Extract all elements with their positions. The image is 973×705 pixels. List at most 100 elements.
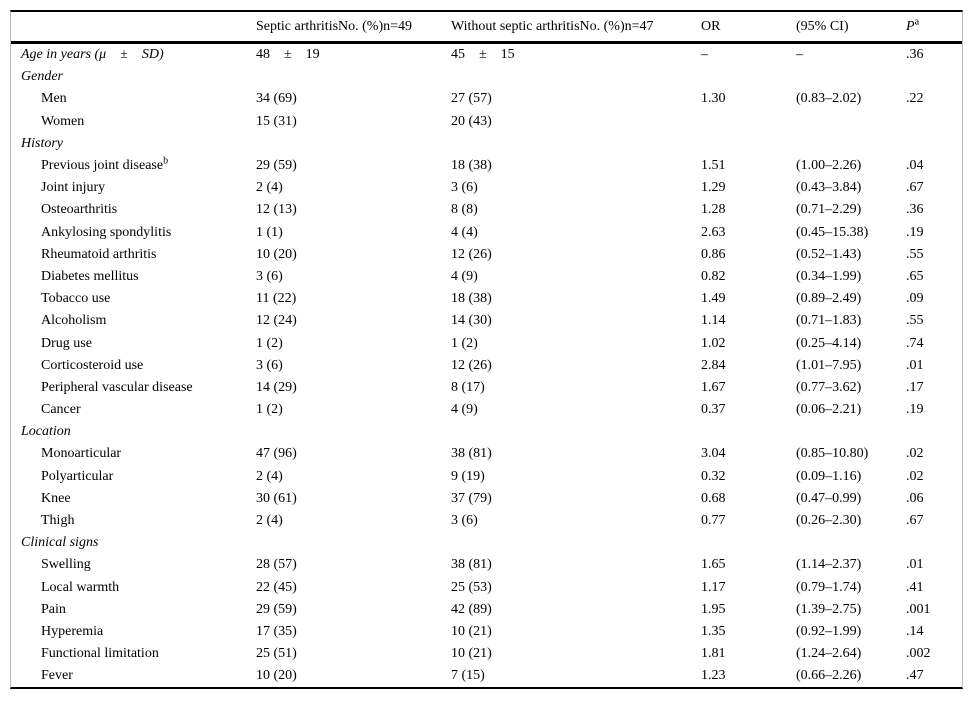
row-label-text: Thigh bbox=[41, 513, 75, 529]
row-label: Alcoholism bbox=[11, 314, 256, 328]
cell-p-value: .09 bbox=[906, 291, 924, 307]
cell-without-septic-value: 12 (26) bbox=[451, 246, 492, 262]
table-row: Clinical signs bbox=[11, 532, 962, 554]
cell-p-value: .02 bbox=[906, 468, 924, 484]
table-row: Functional limitation 25 (51) 10 (21) 1.… bbox=[11, 643, 962, 665]
cell-without-septic-value: 42 (89) bbox=[451, 601, 492, 617]
cell-septic-value: 28 (57) bbox=[256, 557, 297, 573]
row-label-text: Men bbox=[41, 91, 67, 107]
cell-p-value: .001 bbox=[906, 601, 931, 617]
table-row: Age in years (μ ± SD) 48 ± 19 45 ± 15 – … bbox=[11, 44, 962, 66]
row-label-text: Ankylosing spondylitis bbox=[41, 224, 172, 240]
row-label: Cancer bbox=[11, 403, 256, 417]
cell-p-value: .06 bbox=[906, 490, 924, 506]
cell-without-septic-value: 45 ± 15 bbox=[451, 47, 515, 63]
row-label: Corticosteroid use bbox=[11, 358, 256, 373]
table-row: Joint injury 2 (4) 3 (6) 1.29 (0.43–3.84… bbox=[11, 177, 962, 199]
table-row: Monoarticular 47 (96) 38 (81) 3.04 (0.85… bbox=[11, 443, 962, 465]
cell-septic-value: 29 (59) bbox=[256, 158, 297, 174]
table-row: Knee 30 (61) 37 (79) 0.68 (0.47–0.99) .0… bbox=[11, 488, 962, 510]
cell-ci-value: (0.45–15.38) bbox=[796, 224, 869, 240]
cell-septic-value: 10 (20) bbox=[256, 668, 297, 684]
cell-septic-value: 1 (1) bbox=[256, 224, 283, 240]
cell-septic-value: 34 (69) bbox=[256, 91, 297, 107]
cell-p-value: .41 bbox=[906, 579, 924, 595]
table-row: Polyarticular 2 (4) 9 (19) 0.32 (0.09–1.… bbox=[11, 466, 962, 488]
row-label: Polyarticular bbox=[11, 468, 256, 484]
cell-without-septic-value: 3 (6) bbox=[451, 513, 478, 529]
cell-or-value: 0.68 bbox=[701, 490, 726, 506]
header-p-value: Pa bbox=[906, 16, 962, 34]
cell-p-value: .19 bbox=[906, 402, 924, 418]
row-label-text: Polyarticular bbox=[41, 468, 114, 484]
cell-p-value: .002 bbox=[906, 646, 931, 662]
cell-p-value: .22 bbox=[906, 91, 924, 107]
cell-ci-value: (0.25–4.14) bbox=[796, 335, 862, 351]
cell-or-value: 1.28 bbox=[701, 202, 726, 218]
cell-septic-value: 14 (29) bbox=[256, 379, 297, 395]
row-label: Ankylosing spondylitis bbox=[11, 224, 256, 240]
cell-ci-value: (0.79–1.74) bbox=[796, 579, 862, 595]
cell-p-value: .55 bbox=[906, 246, 924, 262]
cell-p-value: .14 bbox=[906, 623, 924, 639]
table-row: Ankylosing spondylitis 1 (1) 4 (4) 2.63 … bbox=[11, 222, 962, 244]
table-row: Cancer 1 (2) 4 (9) 0.37 (0.06–2.21) .19 bbox=[11, 399, 962, 421]
row-label-text: Tobacco use bbox=[41, 291, 111, 307]
row-label: Diabetes mellitus bbox=[11, 269, 256, 284]
cell-without-septic-value: 18 (38) bbox=[451, 158, 492, 174]
cell-p-value: .04 bbox=[906, 158, 924, 174]
cell-ci-value: (0.26–2.30) bbox=[796, 513, 862, 529]
table-row: Thigh 2 (4) 3 (6) 0.77 (0.26–2.30) .67 bbox=[11, 510, 962, 532]
row-label-text: Age in years (μ ± SD) bbox=[21, 47, 164, 63]
row-label-text: Local warmth bbox=[41, 579, 120, 595]
table-row: History bbox=[11, 133, 962, 155]
table-row: Alcoholism 12 (24) 14 (30) 1.14 (0.71–1.… bbox=[11, 310, 962, 332]
cell-or-value: 3.04 bbox=[701, 446, 726, 462]
row-label-text: Location bbox=[21, 424, 71, 440]
row-label: Tobacco use bbox=[11, 292, 256, 306]
row-label: Gender bbox=[11, 70, 256, 84]
table-row: Gender bbox=[11, 66, 962, 88]
cell-without-septic-value: 38 (81) bbox=[451, 446, 492, 462]
cell-without-septic-value: 1 (2) bbox=[451, 335, 478, 351]
cell-ci-value: (1.39–2.75) bbox=[796, 601, 862, 617]
header-odds-ratio: OR bbox=[701, 18, 721, 34]
cell-without-septic-value: 38 (81) bbox=[451, 557, 492, 573]
cell-or-value: 1.02 bbox=[701, 335, 726, 351]
row-label: Rheumatoid arthritis bbox=[11, 247, 256, 262]
cell-septic-value: 12 (24) bbox=[256, 313, 297, 329]
header-confidence-interval: (95% CI) bbox=[796, 18, 849, 34]
row-label: Age in years (μ ± SD) bbox=[11, 48, 256, 62]
cell-without-septic-value: 8 (8) bbox=[451, 202, 478, 218]
table-row: Rheumatoid arthritis 10 (20) 12 (26) 0.8… bbox=[11, 244, 962, 266]
row-label: Drug use bbox=[11, 336, 256, 351]
table-row: Previous joint diseaseb 29 (59) 18 (38) … bbox=[11, 155, 962, 177]
row-label: Osteoarthritis bbox=[11, 203, 256, 217]
cell-or-value: 1.17 bbox=[701, 579, 726, 595]
cell-p-value: .65 bbox=[906, 268, 924, 284]
header-without-septic-arthritis: Without septic arthritisNo. (%)n=47 bbox=[451, 18, 654, 34]
cell-septic-value: 1 (2) bbox=[256, 335, 283, 351]
cell-or-value: 1.14 bbox=[701, 313, 726, 329]
table-row: Pain 29 (59) 42 (89) 1.95 (1.39–2.75) .0… bbox=[11, 599, 962, 621]
row-label-text: Women bbox=[41, 113, 85, 129]
cell-p-value: .67 bbox=[906, 180, 924, 196]
cell-p-value: .47 bbox=[906, 668, 924, 684]
row-label: Monoarticular bbox=[11, 447, 256, 461]
cell-ci-value: (0.09–1.16) bbox=[796, 468, 862, 484]
cell-or-value: 0.37 bbox=[701, 402, 726, 418]
cell-or-value: 1.95 bbox=[701, 601, 726, 617]
cell-septic-value: 2 (4) bbox=[256, 513, 283, 529]
row-label-text: Osteoarthritis bbox=[41, 202, 118, 218]
row-label-text: Hyperemia bbox=[41, 623, 104, 639]
cell-septic-value: 3 (6) bbox=[256, 268, 283, 284]
cell-p-value: .67 bbox=[906, 513, 924, 529]
cell-without-septic-value: 4 (4) bbox=[451, 224, 478, 240]
cell-ci-value: (0.06–2.21) bbox=[796, 402, 862, 418]
cell-without-septic-value: 25 (53) bbox=[451, 579, 492, 595]
row-label: Knee bbox=[11, 491, 256, 506]
row-label: Pain bbox=[11, 602, 256, 617]
row-label-text: Monoarticular bbox=[41, 446, 122, 462]
row-label-text: History bbox=[21, 135, 63, 151]
cell-septic-value: 1 (2) bbox=[256, 402, 283, 418]
